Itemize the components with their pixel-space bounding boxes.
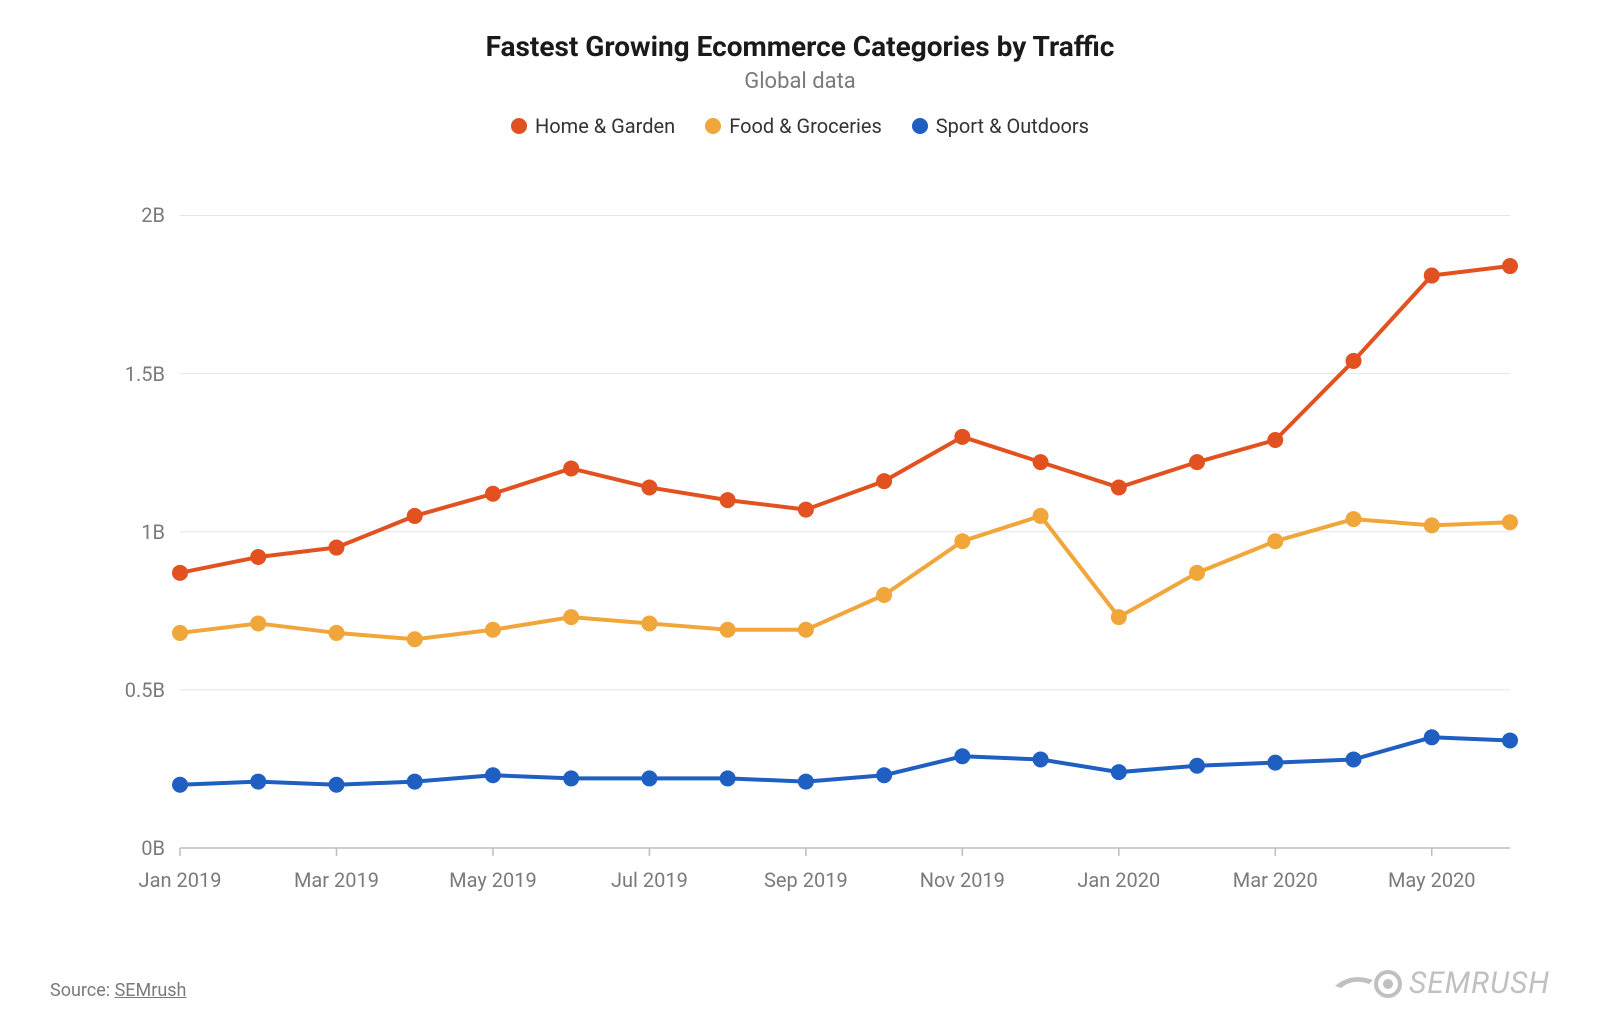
data-point bbox=[1502, 514, 1518, 530]
legend-item: Food & Groceries bbox=[705, 114, 882, 138]
data-point bbox=[798, 502, 814, 518]
source-link[interactable]: SEMrush bbox=[115, 980, 187, 1001]
chart-title: Fastest Growing Ecommerce Categories by … bbox=[50, 30, 1550, 63]
source-attribution: Source: SEMrush bbox=[50, 980, 186, 1001]
data-point bbox=[250, 549, 266, 565]
data-point bbox=[876, 767, 892, 783]
x-axis-labels: Jan 2019Mar 2019May 2019Jul 2019Sep 2019… bbox=[180, 858, 1510, 908]
x-tick-label: May 2020 bbox=[1388, 868, 1476, 892]
data-point bbox=[720, 622, 736, 638]
data-point bbox=[172, 625, 188, 641]
data-point bbox=[641, 615, 657, 631]
data-point bbox=[1346, 751, 1362, 767]
series-line bbox=[180, 516, 1510, 639]
data-point bbox=[1189, 565, 1205, 581]
data-point bbox=[641, 479, 657, 495]
data-point bbox=[1111, 764, 1127, 780]
data-point bbox=[485, 767, 501, 783]
legend-item: Home & Garden bbox=[511, 114, 675, 138]
y-tick-label: 2B bbox=[141, 203, 165, 227]
data-point bbox=[954, 533, 970, 549]
data-point bbox=[563, 609, 579, 625]
data-point bbox=[1033, 454, 1049, 470]
source-prefix: Source: bbox=[50, 980, 115, 1001]
legend-label: Food & Groceries bbox=[729, 114, 882, 138]
x-tick-label: Sep 2019 bbox=[764, 868, 848, 892]
data-point bbox=[172, 565, 188, 581]
data-point bbox=[1502, 732, 1518, 748]
data-point bbox=[876, 587, 892, 603]
chart-area: 0B 0.5B 1B 1.5B 2B Jan 2019 Mar 2019 May 2019 J… bbox=[100, 168, 1520, 908]
y-axis-labels: 0B0.5B1B1.5B2B bbox=[100, 168, 175, 848]
data-point bbox=[954, 429, 970, 445]
data-point bbox=[1346, 511, 1362, 527]
data-point bbox=[798, 774, 814, 790]
data-point bbox=[1033, 508, 1049, 524]
brand-icon bbox=[1333, 970, 1403, 998]
series-line bbox=[180, 266, 1510, 573]
data-point bbox=[328, 625, 344, 641]
data-point bbox=[328, 777, 344, 793]
legend-label: Sport & Outdoors bbox=[936, 114, 1089, 138]
data-point bbox=[563, 770, 579, 786]
data-point bbox=[798, 622, 814, 638]
data-point bbox=[1189, 454, 1205, 470]
data-point bbox=[720, 770, 736, 786]
data-point bbox=[250, 774, 266, 790]
chart-subtitle: Global data bbox=[50, 69, 1550, 94]
data-point bbox=[1346, 353, 1362, 369]
data-point bbox=[485, 486, 501, 502]
series-line bbox=[180, 737, 1510, 784]
legend: Home & Garden Food & Groceries Sport & Out… bbox=[50, 114, 1550, 138]
plot-area bbox=[180, 168, 1510, 848]
x-tick-label: Jan 2020 bbox=[1077, 868, 1160, 892]
x-tick-label: Jul 2019 bbox=[611, 868, 688, 892]
data-point bbox=[720, 492, 736, 508]
x-tick-label: Mar 2020 bbox=[1233, 868, 1318, 892]
x-tick-label: Jan 2019 bbox=[139, 868, 222, 892]
data-point bbox=[954, 748, 970, 764]
y-tick-label: 0.5B bbox=[125, 678, 165, 702]
data-point bbox=[1424, 517, 1440, 533]
data-point bbox=[1111, 609, 1127, 625]
data-point bbox=[1267, 432, 1283, 448]
data-point bbox=[876, 473, 892, 489]
data-point bbox=[172, 777, 188, 793]
data-point bbox=[1267, 755, 1283, 771]
y-tick-label: 0B bbox=[141, 836, 165, 860]
y-tick-label: 1B bbox=[141, 520, 165, 544]
data-point bbox=[250, 615, 266, 631]
legend-item: Sport & Outdoors bbox=[912, 114, 1089, 138]
data-point bbox=[407, 508, 423, 524]
legend-swatch bbox=[912, 118, 928, 134]
brand-text: SEMRUSH bbox=[1409, 966, 1550, 1001]
legend-swatch bbox=[511, 118, 527, 134]
brand-logo: SEMRUSH bbox=[1333, 966, 1550, 1001]
data-point bbox=[641, 770, 657, 786]
legend-label: Home & Garden bbox=[535, 114, 675, 138]
data-point bbox=[1111, 479, 1127, 495]
data-point bbox=[407, 774, 423, 790]
legend-swatch bbox=[705, 118, 721, 134]
x-tick-label: Nov 2019 bbox=[920, 868, 1005, 892]
data-point bbox=[1502, 258, 1518, 274]
data-point bbox=[1424, 268, 1440, 284]
data-point bbox=[1033, 751, 1049, 767]
data-point bbox=[485, 622, 501, 638]
data-point bbox=[1189, 758, 1205, 774]
x-tick-label: Mar 2019 bbox=[294, 868, 379, 892]
y-tick-label: 1.5B bbox=[125, 362, 165, 386]
data-point bbox=[407, 631, 423, 647]
data-point bbox=[1267, 533, 1283, 549]
x-tick-label: May 2019 bbox=[449, 868, 537, 892]
data-point bbox=[563, 460, 579, 476]
data-point bbox=[328, 540, 344, 556]
data-point bbox=[1424, 729, 1440, 745]
